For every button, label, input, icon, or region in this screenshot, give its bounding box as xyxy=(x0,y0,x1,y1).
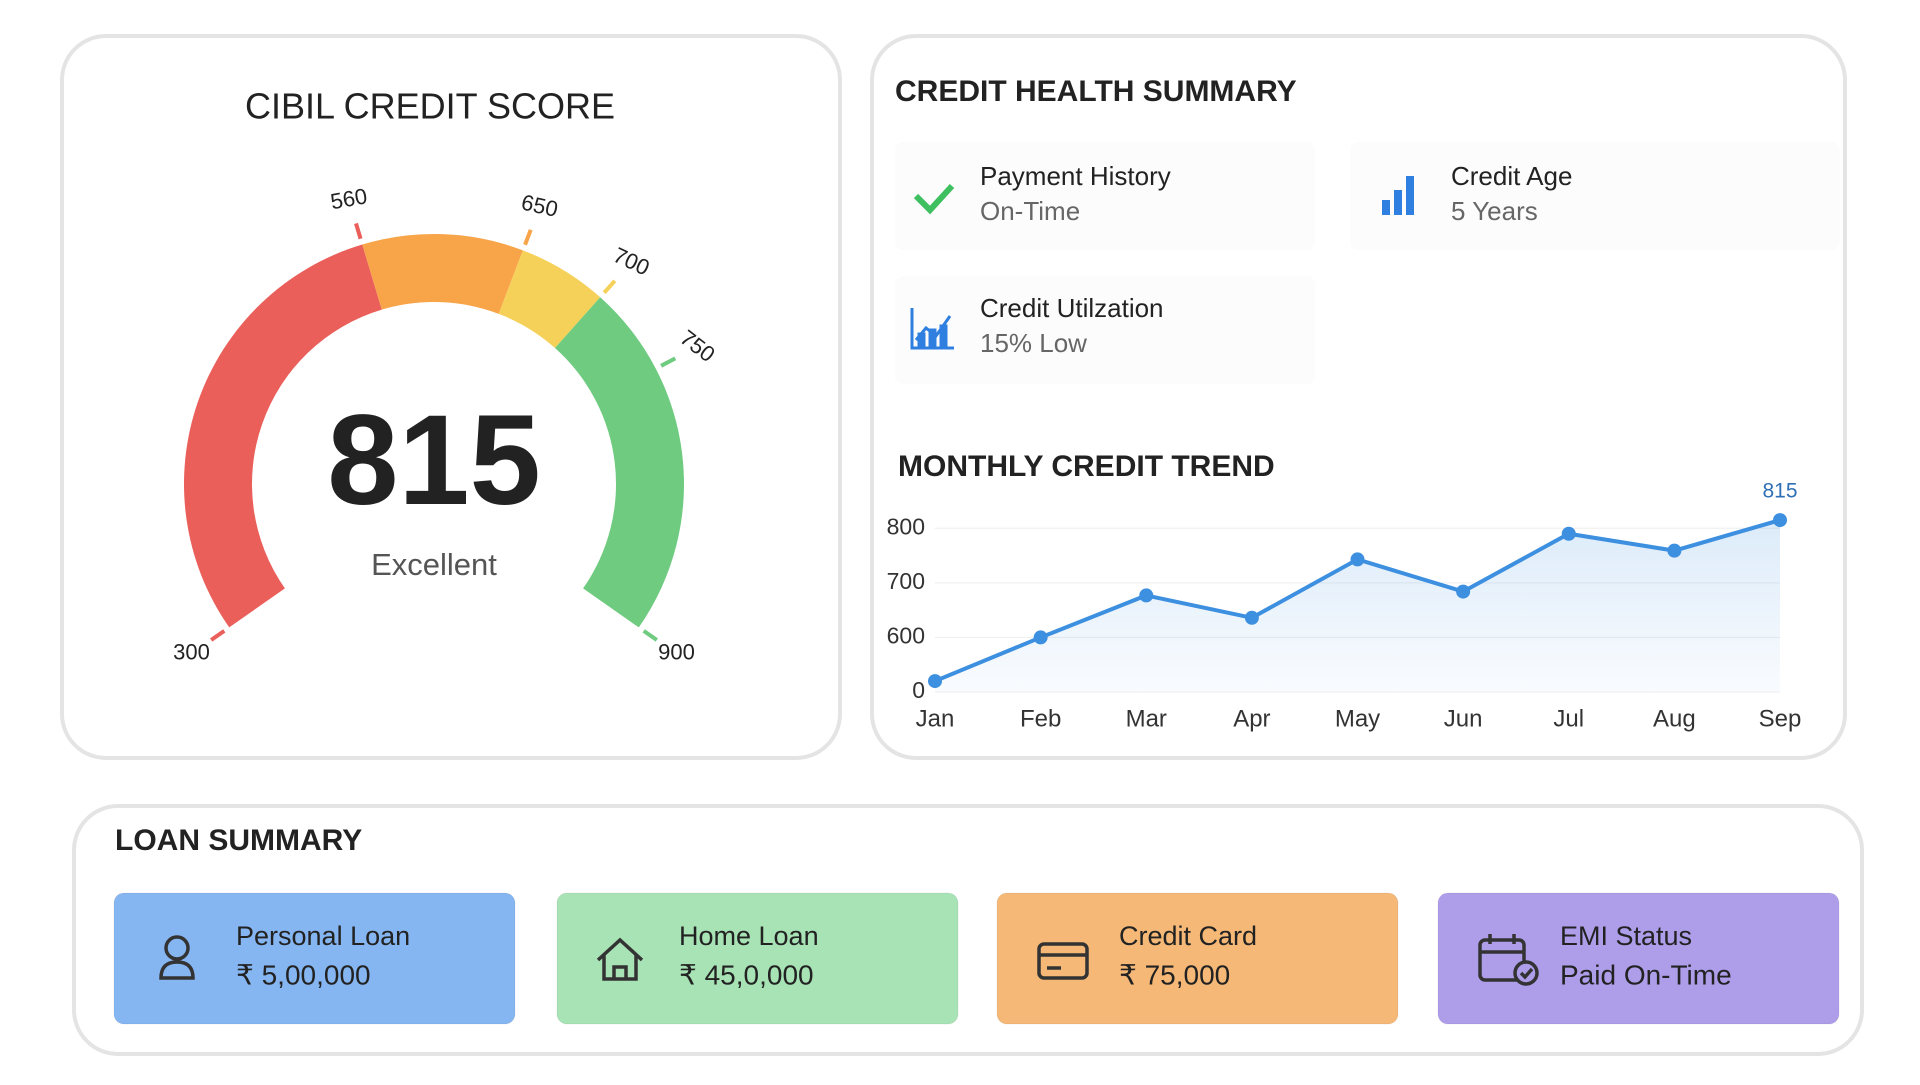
loan-tile xyxy=(996,892,1399,1025)
x-tick-label: Mar xyxy=(1126,705,1167,732)
point xyxy=(1456,584,1471,599)
x-tick-label: Apr xyxy=(1233,705,1270,732)
point xyxy=(1773,513,1787,528)
gauge-band xyxy=(554,297,684,628)
gauge-tick xyxy=(523,229,533,246)
point xyxy=(928,674,942,689)
chart-icon xyxy=(910,308,954,350)
item-label: Credit Utilzation xyxy=(980,293,1164,323)
x-tick-label: Feb xyxy=(1020,705,1061,732)
y-tick-label: 600 xyxy=(887,623,925,649)
item-value: 15% Low xyxy=(980,328,1087,358)
point xyxy=(1139,588,1154,603)
loan-value: ₹ 5,00,000 xyxy=(236,959,371,990)
gauge-tick xyxy=(602,279,617,295)
score: 815 xyxy=(327,389,541,532)
x-tick-label: Aug xyxy=(1653,705,1696,732)
gauge-title: CIBIL CREDIT SCORE xyxy=(245,86,615,127)
gauge-tick-label: 300 xyxy=(173,640,210,665)
loan-card xyxy=(72,804,1864,1056)
loan-value: ₹ 75,000 xyxy=(1119,959,1230,990)
rating: Excellent xyxy=(371,547,497,582)
point xyxy=(1244,610,1259,625)
loan-title: LOAN SUMMARY xyxy=(115,824,362,857)
loan-value: ₹ 45,0,000 xyxy=(679,959,814,990)
gauge-band xyxy=(362,234,523,314)
x-tick-label: Jun xyxy=(1444,705,1483,732)
health-item xyxy=(895,142,1315,250)
loan-tile xyxy=(113,892,516,1025)
loan-tiles: Personal Loan ₹ 5,00,000 Home Loan ₹ 45,0,0… xyxy=(113,892,1840,1025)
health-item xyxy=(1350,142,1840,250)
gauge-tick xyxy=(210,629,226,642)
trend-title: MONTHLY CREDIT TREND xyxy=(898,450,1275,483)
point xyxy=(1667,543,1682,558)
loan-tile xyxy=(1437,892,1840,1025)
loan-label: EMI Status xyxy=(1560,921,1692,951)
gauge-band xyxy=(183,244,382,628)
item-value: 5 Years xyxy=(1451,196,1538,226)
loan-label: Personal Loan xyxy=(236,921,410,951)
point xyxy=(1561,526,1576,541)
y-tick-label: 800 xyxy=(887,513,925,539)
check-icon xyxy=(913,183,955,215)
loan-value: Paid On-Time xyxy=(1560,959,1732,990)
y-tick-label: 0 xyxy=(912,677,925,703)
loan-label: Credit Card xyxy=(1119,921,1257,951)
loan-label: Home Loan xyxy=(679,921,819,951)
gauge-tick xyxy=(660,356,677,368)
loan-tile xyxy=(556,892,959,1025)
loan-icons xyxy=(159,934,1539,986)
x-tick-label: Jan xyxy=(916,705,955,732)
point xyxy=(1033,630,1048,645)
x-tick-label: Jul xyxy=(1553,705,1584,732)
gauge-band xyxy=(498,250,601,349)
gauge-tick-label: 900 xyxy=(658,640,695,665)
gauge-tick xyxy=(642,629,658,642)
data-label: 815 xyxy=(1762,480,1797,503)
x-tick-label: May xyxy=(1335,705,1380,732)
health-title: CREDIT HEALTH SUMMARY xyxy=(895,75,1297,108)
item-label: Payment History xyxy=(980,161,1171,191)
y-tick-label: 700 xyxy=(887,568,925,594)
health-item xyxy=(895,276,1315,384)
x-tick-label: Sep xyxy=(1759,705,1802,732)
item-label: Credit Age xyxy=(1451,161,1572,191)
point xyxy=(1350,552,1365,567)
bars-icon xyxy=(1382,176,1414,215)
item-value: On-Time xyxy=(980,196,1080,226)
area xyxy=(935,520,1780,692)
gauge-tick xyxy=(354,222,363,240)
